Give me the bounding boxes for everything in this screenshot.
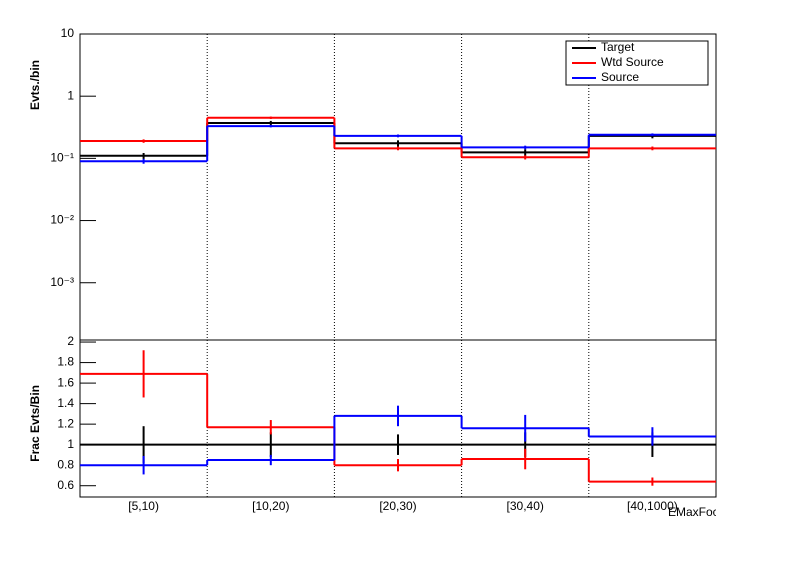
y-tick-label: 0.8 [57, 457, 74, 471]
y-tick-label: 10⁻² [50, 213, 74, 227]
y-tick-label: 10⁻³ [50, 275, 74, 289]
legend-label: Source [601, 70, 639, 84]
y-tick-label: 2 [67, 334, 74, 348]
y-axis-label: Evts./bin [28, 60, 42, 110]
x-tick-label: [20,30) [379, 499, 416, 513]
y-tick-label: 1.6 [57, 375, 74, 389]
y-tick-label: 1.8 [57, 355, 74, 369]
y-tick-label: 10⁻¹ [50, 151, 74, 165]
y-tick-label: 1 [67, 437, 74, 451]
y-axis-label: Frac Evts/Bin [28, 385, 42, 462]
plot-frame [79, 339, 717, 498]
x-tick-label: [30,40) [507, 499, 544, 513]
y-tick-label: 1.2 [57, 416, 74, 430]
y-tick-label: 1.4 [57, 396, 74, 410]
legend-label: Target [601, 40, 635, 54]
y-tick-label: 1 [67, 88, 74, 102]
x-axis-label: EMaxFocll [668, 505, 724, 519]
x-tick-label: [10,20) [252, 499, 289, 513]
x-tick-label: [5,10) [128, 499, 159, 513]
y-tick-label: 0.6 [57, 478, 74, 492]
x-tick-label: [40,1000) [627, 499, 678, 513]
legend-label: Wtd Source [601, 55, 664, 69]
y-tick-label: 10 [61, 26, 75, 40]
